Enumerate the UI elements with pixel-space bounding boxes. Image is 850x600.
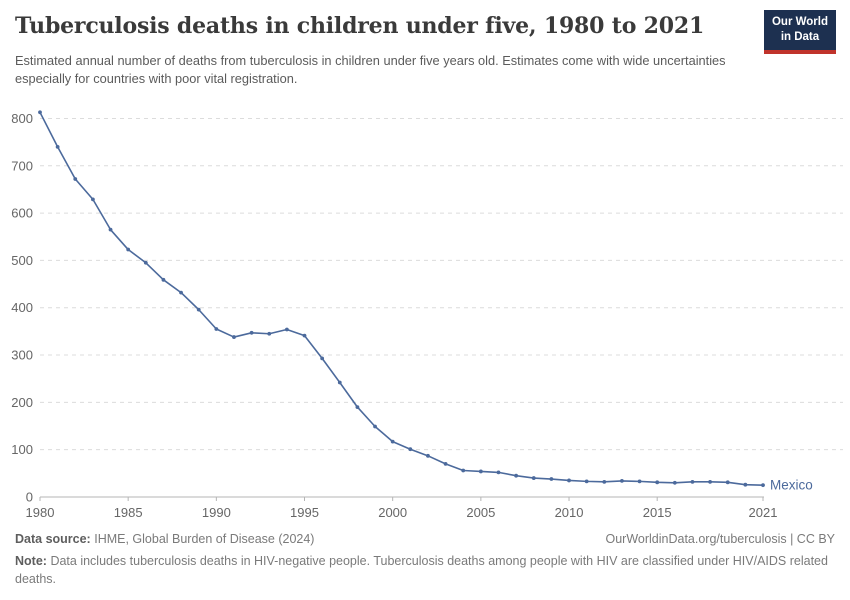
owid-logo: Our World in Data [763,10,836,54]
owid-logo-line2: in Data [780,30,820,43]
data-point [443,461,448,466]
data-point [302,333,307,338]
data-point [108,227,113,232]
x-tick-label: 2015 [643,505,672,520]
data-point [91,197,95,202]
data-point [708,479,712,484]
x-tick-label: 2021 [749,505,778,520]
x-tick-label: 1985 [114,505,143,520]
x-tick-label: 1980 [26,505,55,520]
data-point [143,260,148,265]
x-tick-label: 2005 [466,505,495,520]
x-tick-label: 2000 [378,505,407,520]
data-point [602,479,607,484]
y-tick-label: 600 [11,206,33,221]
data-point [196,307,201,312]
y-tick-label: 300 [11,348,33,363]
data-point [690,479,695,484]
data-point [373,424,377,429]
note-label: Note: [15,554,47,569]
page-title: Tuberculosis deaths in children under fi… [15,13,705,39]
series-end-label: Mexico [770,478,813,493]
data-point [478,469,483,474]
data-point [320,356,325,361]
data-point [73,177,78,181]
license-link: OurWorldinData.org/tuberculosis | CC BY [605,532,836,546]
data-source: Data source: IHME, Global Burden of Dise… [15,530,314,548]
data-point [232,335,236,339]
data-source-label: Data source: [15,532,91,546]
data-point [637,479,642,484]
y-tick-label: 200 [11,395,33,410]
data-point [655,480,660,485]
y-tick-label: 800 [11,111,33,126]
data-point [179,290,183,295]
data-point [214,327,219,331]
data-point [249,330,254,335]
data-point [284,327,289,332]
data-point [514,473,519,478]
data-point [355,405,360,409]
data-point [461,468,466,473]
data-point [55,144,60,149]
data-point [390,439,395,444]
data-point [761,483,765,488]
owid-logo-line1: Our World [771,16,828,28]
data-point [549,477,554,481]
data-line [39,111,764,486]
data-point [126,247,131,252]
data-point [496,470,501,475]
data-point [337,380,342,385]
data-point [408,447,413,452]
note-text: Data includes tuberculosis deaths in HIV… [15,554,828,587]
data-point [267,331,272,336]
x-tick-label: 1990 [202,505,231,520]
data-point [743,482,748,487]
line-chart-canvas: 0 100 200 300 400 500 600 700 800 1980 1985 1990 199… [11,110,843,520]
x-tick-label: 1995 [290,505,319,520]
data-point [567,478,571,483]
chart-footer: Data source: IHME, Global Burden of Dise… [15,530,835,588]
data-point [38,110,42,115]
y-tick-label: 100 [11,442,33,457]
data-source-text: IHME, Global Burden of Disease (2024) [94,532,315,546]
y-tick-label: 400 [11,300,33,315]
data-point [672,480,677,485]
data-point [725,480,730,485]
y-tick-label: 500 [11,253,33,268]
x-tick-label: 2010 [555,505,584,520]
data-point [584,479,589,484]
y-tick-label: 0 [26,490,33,505]
data-point [426,453,430,458]
data-point [620,479,624,483]
footer-note: Note: Data includes tuberculosis deaths … [15,552,835,588]
footer-sources-row: Data source: IHME, Global Burden of Dise… [15,530,835,548]
chart-subtitle: Estimated annual number of deaths from t… [15,53,726,87]
y-tick-label: 700 [11,158,33,173]
data-point [531,476,536,480]
data-point [161,277,166,282]
